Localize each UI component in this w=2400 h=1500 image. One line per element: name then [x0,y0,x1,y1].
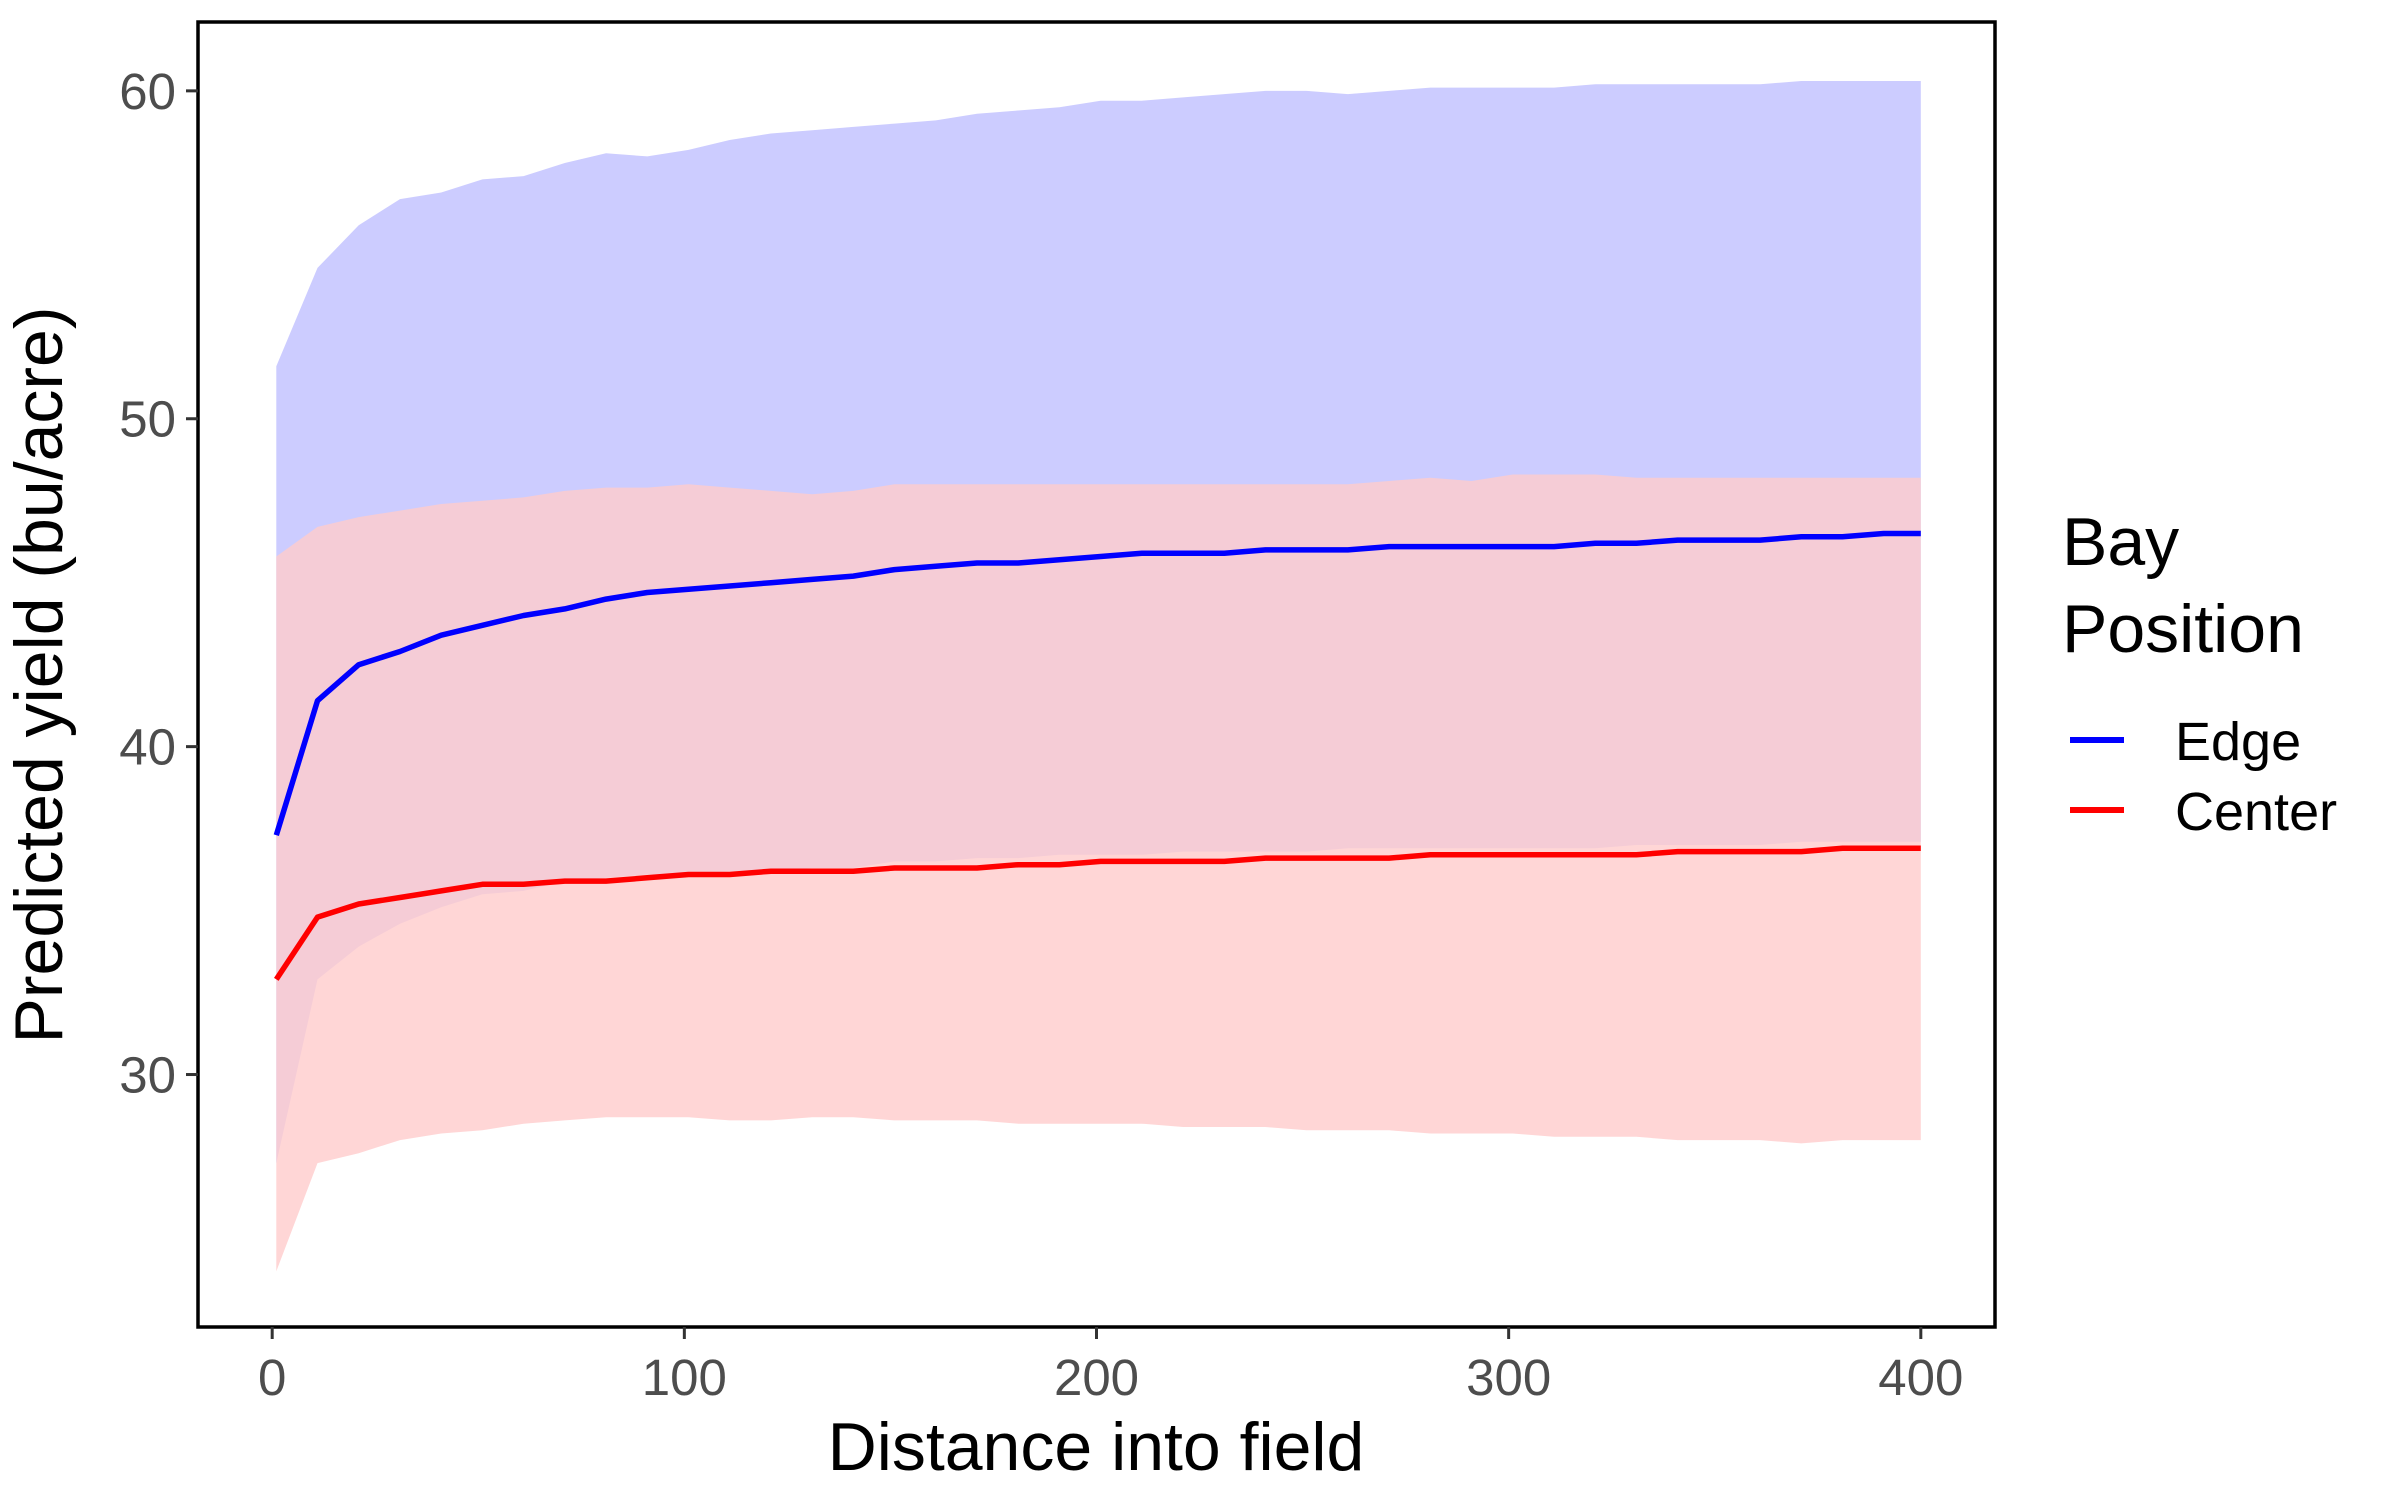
x-axis: 0 100 200 300 400 [258,1327,1963,1406]
x-tick-label: 0 [258,1349,286,1406]
confidence-bands [276,81,1921,1272]
y-tick-label: 40 [119,719,176,776]
y-tick-label: 50 [119,391,176,448]
series-lines [273,530,1921,981]
y-axis: 30 40 50 60 [119,63,198,1104]
x-tick-label: 200 [1054,1349,1139,1406]
x-axis-title: Distance into field [828,1409,1365,1485]
y-tick-label: 60 [119,63,176,120]
legend-label-edge: Edge [2175,712,2301,772]
band-center [276,474,1921,1272]
x-tick-label: 300 [1466,1349,1551,1406]
line-center [274,845,1921,981]
x-tick-label: 100 [642,1349,727,1406]
x-tick-label: 400 [1878,1349,1963,1406]
y-tick-label: 30 [119,1047,176,1104]
line-edge [273,530,1921,837]
legend-title-line-1: Bay [2062,504,2179,580]
legend-title-line-2: Position [2062,591,2304,667]
legend-label-center: Center [2175,782,2337,842]
y-axis-title: Predicted yield (bu/acre) [1,306,77,1043]
legend: Bay Position Edge Center [2062,504,2337,842]
